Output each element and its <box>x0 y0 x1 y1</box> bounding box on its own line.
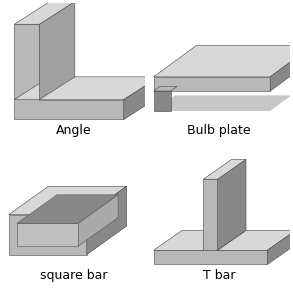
Polygon shape <box>218 159 246 250</box>
Text: T bar: T bar <box>203 269 235 282</box>
Polygon shape <box>124 77 159 120</box>
Polygon shape <box>154 77 270 91</box>
Polygon shape <box>14 77 159 100</box>
Polygon shape <box>218 230 293 250</box>
Polygon shape <box>154 91 171 111</box>
Polygon shape <box>267 230 293 265</box>
Polygon shape <box>203 179 218 250</box>
Polygon shape <box>14 24 124 120</box>
Polygon shape <box>78 195 118 246</box>
Polygon shape <box>8 215 87 255</box>
Text: square bar: square bar <box>40 269 108 282</box>
Polygon shape <box>14 1 75 24</box>
Polygon shape <box>39 1 75 100</box>
Polygon shape <box>17 223 78 246</box>
Polygon shape <box>8 186 127 215</box>
Polygon shape <box>154 230 232 250</box>
Polygon shape <box>87 186 127 255</box>
Polygon shape <box>154 250 267 265</box>
Polygon shape <box>17 195 118 223</box>
Polygon shape <box>154 46 293 77</box>
Text: Bulb plate: Bulb plate <box>187 124 251 137</box>
Polygon shape <box>154 86 177 91</box>
Text: Angle: Angle <box>56 124 92 137</box>
Polygon shape <box>154 95 292 111</box>
Polygon shape <box>270 46 293 91</box>
Polygon shape <box>203 159 246 179</box>
